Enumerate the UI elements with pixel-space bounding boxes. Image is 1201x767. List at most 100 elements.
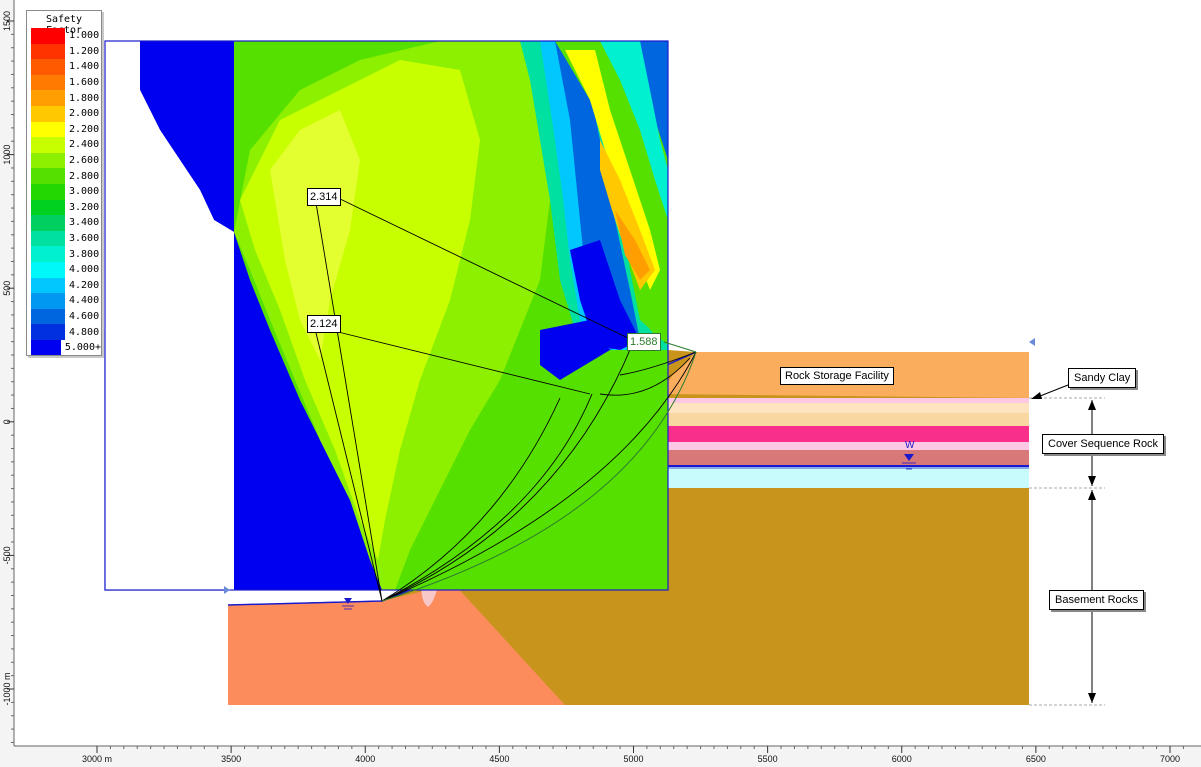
x-tick-label: 5000 [623,754,643,764]
legend-swatch [31,215,65,231]
legend-swatch [31,74,65,91]
legend-value: 1.200 [69,45,100,57]
legend-swatch [31,59,65,75]
legend-swatch [31,199,65,216]
x-tick-label: 5500 [758,754,778,764]
legend-value: 3.600 [69,233,100,245]
water-table-symbol-toe [344,598,352,604]
safety-factor-legend: Safety Factor 1.000 1.200 1.400 1.600 1.800 2… [26,10,102,356]
legend-row: 1.200 [27,43,101,60]
legend-row: 3.000 [27,183,101,200]
y-tick-label: 500 [2,281,12,296]
legend-row: 2.800 [27,168,101,184]
critical-slip-surface [381,341,697,602]
legend-swatch [31,230,65,247]
slip-surfaces [315,196,697,602]
search-grid-outline [104,40,669,591]
legend-value: 3.200 [69,201,100,213]
safety-factor-contours [105,41,668,590]
basement-left-region[interactable] [228,585,565,705]
legend-row: 4.600 [27,308,101,325]
basement-rocks-callout[interactable]: Basement Rocks [1049,590,1145,610]
y-axis-ticks: 1500 1000 500 0 -500 -1000 m [2,11,14,743]
legend-row: 1.800 [27,90,101,106]
boundary-marker [1029,338,1035,346]
vertical-ruler [0,0,14,746]
legend-row: 1.400 [27,59,101,75]
legend-row: 2.400 [27,137,101,153]
x-tick-label: 4000 [355,754,375,764]
legend-swatch [31,168,65,184]
legend-row: 4.800 [27,324,101,340]
y-tick-label: 1500 [2,11,12,31]
legend-value: 1.600 [69,77,100,89]
legend-value: 2.200 [69,123,100,135]
legend-row: 3.800 [27,246,101,262]
y-tick-label: 0 [2,419,12,424]
legend-value: 2.600 [69,155,100,167]
legend-swatch [31,293,65,309]
fs-label-2-314[interactable]: 2.314 [307,188,341,206]
legend-swatch [31,43,65,60]
legend-title: Safety Factor [45,14,83,36]
sandy-clay-callout[interactable]: Sandy Clay [1068,368,1137,388]
legend-swatch [31,324,65,340]
x-tick-label: 6000 [892,754,912,764]
legend-swatch [31,90,65,106]
cover-sequence-callout[interactable]: Cover Sequence Rock [1042,434,1165,454]
legend-value: 5.000+ [64,342,101,354]
water-table-symbol [904,454,914,461]
legend-value: 4.800 [69,326,100,338]
fs-label-critical[interactable]: 1.588 [627,333,661,351]
legend-row: 5.000+ [27,339,101,356]
legend-value: 3.000 [69,186,100,198]
legend-swatch [31,246,65,262]
legend-value: 1.400 [69,61,100,73]
legend-row: 1.600 [27,74,101,91]
x-tick-label: 4500 [489,754,509,764]
legend-row: 4.200 [27,277,101,294]
legend-value: 4.600 [69,310,100,322]
x-tick-label: 3500 [221,754,241,764]
legend-row: 2.600 [27,152,101,169]
legend-value: 1.000 [69,30,100,42]
boundary-marker-left [224,586,230,594]
y-tick-label: 1000 [2,145,12,165]
legend-row: 1.000 [27,28,101,44]
legend-row: 4.400 [27,293,101,309]
legend-value: 3.800 [69,248,100,260]
legend-value: 1.800 [69,92,100,104]
legend-swatch [31,339,61,356]
x-axis-ticks: 3000 m 3500 4000 4500 5000 5500 6000 6500 7000 [82,746,1184,764]
x-tick-label: 6500 [1026,754,1046,764]
legend-swatch [31,261,65,278]
legend-row: 3.600 [27,230,101,247]
legend-row: 4.000 [27,261,101,278]
legend-row: 3.400 [27,215,101,231]
legend-value: 3.400 [69,217,100,229]
legend-swatch [31,277,65,294]
legend-swatch [31,28,65,44]
legend-row: 2.200 [27,121,101,138]
fs-label-2-124[interactable]: 2.124 [307,315,341,333]
x-tick-label: 3000 m [82,754,112,764]
legend-swatch [31,121,65,138]
y-tick-label: -1000 m [2,672,12,705]
legend-value: 2.800 [69,170,100,182]
legend-value: 2.000 [69,108,100,120]
legend-value: 4.200 [69,279,100,291]
legend-value: 2.400 [69,139,100,151]
legend-swatch [31,183,65,200]
rock-storage-label[interactable]: Rock Storage Facility [780,367,894,385]
legend-swatch [31,152,65,169]
legend-value: 4.400 [69,295,100,307]
horizontal-ruler [0,746,1201,767]
dimension-lines [1029,384,1105,706]
x-tick-label: 7000 [1160,754,1180,764]
legend-row: 2.000 [27,105,101,122]
legend-value: 4.000 [69,264,100,276]
legend-swatch [31,105,65,122]
y-tick-label: -500 [2,546,12,564]
